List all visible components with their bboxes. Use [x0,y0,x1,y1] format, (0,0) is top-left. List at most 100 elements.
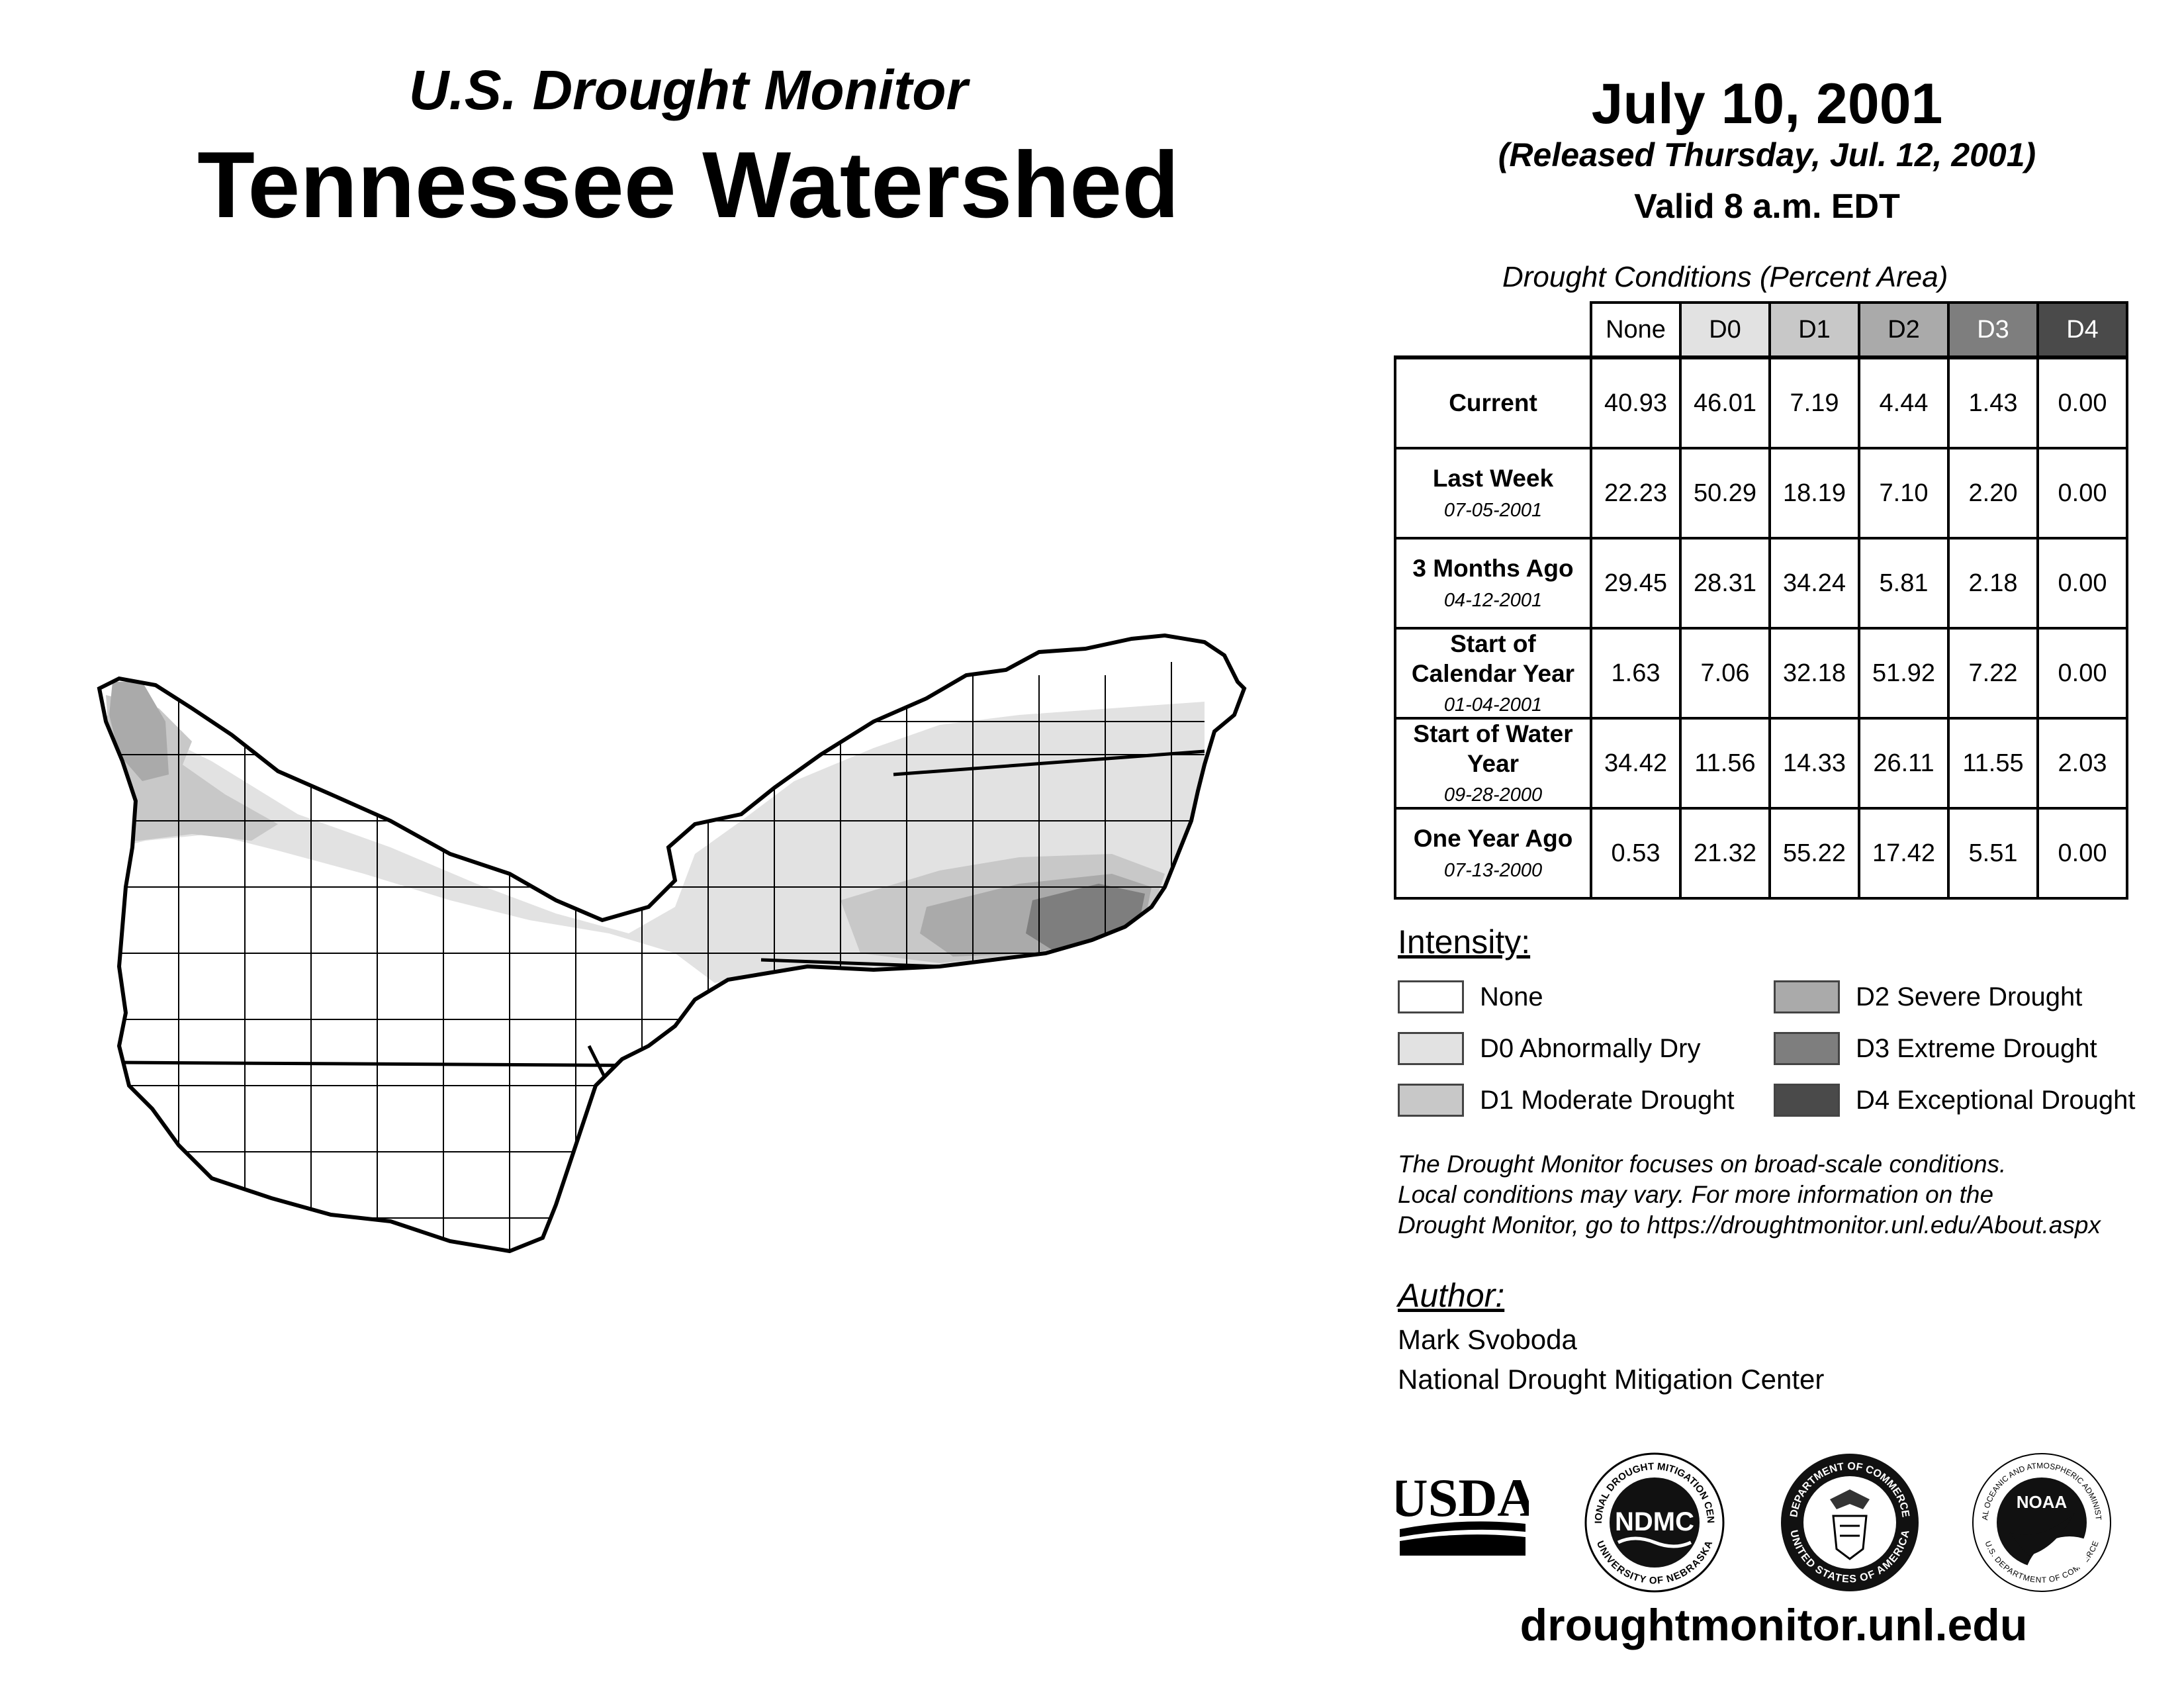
basin-outline [97,633,1247,1254]
table-caption: Drought Conditions (Percent Area) [1502,261,1948,293]
website-url[interactable]: droughtmonitor.unl.edu [1520,1600,2028,1650]
watershed-map [97,633,1247,1254]
legend-label-d4: D4 Exceptional Drought [1856,1085,2136,1115]
noaa-logo: NATIONAL OCEANIC AND ATMOSPHERIC ADMINIS… [1969,1450,2111,1592]
legend-item-d0: D0 Abnormally Dry [1398,1030,1700,1067]
table-cell: 0.00 [2036,807,2128,900]
row-label: One Year Ago [1413,825,1573,853]
col-d0: D0 [1679,301,1771,359]
table-cell: 29.45 [1590,537,1682,630]
author-label: Author: [1398,1277,1505,1314]
table-cell: 34.24 [1768,537,1860,630]
table-cell: 2.20 [1947,447,2039,539]
table-cell: 11.56 [1679,717,1771,810]
row-date: 04-12-2001 [1443,589,1543,611]
table-cell: 0.00 [2036,627,2128,720]
row-label: Start of Calendar Year [1411,630,1575,687]
legend-item-d3: D3 Extreme Drought [1774,1030,2097,1067]
legend-item-none: None [1398,978,1543,1015]
note-line-3: Drought Monitor, go to https://droughtmo… [1398,1211,2101,1239]
legend-swatch-d1 [1398,1084,1464,1117]
table-row: Start of Water Year 09-28-2000 34.42 11.56 1… [1394,717,2128,810]
row-header: One Year Ago 07-13-2000 [1394,807,1592,900]
table-cell: 32.18 [1768,627,1860,720]
table-cell: 5.51 [1947,807,2039,900]
author-organization: National Drought Mitigation Center [1398,1364,1825,1395]
table-cell: 5.81 [1858,537,1950,630]
map-title: Tennessee Watershed [197,132,1179,238]
table-cell: 22.23 [1590,447,1682,539]
table-row: Last Week 07-05-2001 22.23 50.29 18.19 7.10 2.… [1394,447,2128,539]
legend-swatch-d2 [1774,980,1840,1013]
table-cell: 46.01 [1679,355,1771,449]
table-cell: 2.03 [2036,717,2128,810]
table-cell: 17.42 [1858,807,1950,900]
gull-icon [2009,1513,2075,1556]
table-cell: 51.92 [1858,627,1950,720]
usda-logo-text: USDA [1396,1468,1529,1528]
row-label: Current [1449,389,1537,416]
department-of-commerce-seal: DEPARTMENT OF COMMERCE UNITED STATES OF … [1781,1454,1919,1591]
table-body: Current 40.93 46.01 7.19 4.44 1.43 0.00 Last We… [1394,355,2128,900]
col-d3: D3 [1947,301,2039,359]
table-cell: 21.32 [1679,807,1771,900]
legend-label-none: None [1480,982,1543,1011]
legend-label-d0: D0 Abnormally Dry [1480,1033,1701,1063]
table-row: Current 40.93 46.01 7.19 4.44 1.43 0.00 [1394,355,2128,449]
table-cell: 1.43 [1947,355,2039,449]
usda-logo: USDA [1396,1468,1529,1556]
ndmc-logo-text: NDMC [1615,1507,1694,1536]
table-cell: 14.33 [1768,717,1860,810]
noaa-logo-text: NOAA [2017,1492,2068,1512]
row-date: 01-04-2001 [1443,694,1543,716]
row-label: Last Week [1432,465,1554,492]
table-cell: 0.53 [1590,807,1682,900]
legend-swatch-d0 [1398,1032,1464,1065]
legend-label-d2: D2 Severe Drought [1856,982,2083,1011]
row-date: 09-28-2000 [1443,784,1543,806]
table-cell: 0.00 [2036,355,2128,449]
legend-item-d4: D4 Exceptional Drought [1774,1082,2135,1119]
row-header: Last Week 07-05-2001 [1394,447,1592,539]
table-cell: 34.42 [1590,717,1682,810]
table-cell: 4.44 [1858,355,1950,449]
d2-area-northwest [109,682,169,781]
table-cell: 0.00 [2036,447,2128,539]
legend-swatch-none [1398,980,1464,1013]
table-cell: 2.18 [1947,537,2039,630]
row-label: 3 Months Ago [1412,555,1574,583]
table-cell: 26.11 [1858,717,1950,810]
valid-date: July 10, 2001 [1591,72,1943,136]
legend-item-d2: D2 Severe Drought [1774,978,2082,1015]
table-row: One Year Ago 07-13-2000 0.53 21.32 55.22 17.4… [1394,807,2128,900]
table-row: Start of Calendar Year 01-04-2001 1.63 7.06… [1394,627,2128,720]
table-corner [1395,303,1591,357]
col-d4: D4 [2036,301,2128,359]
row-date: 07-05-2001 [1443,499,1543,521]
row-date: 07-13-2000 [1443,859,1543,881]
note-line-1: The Drought Monitor focuses on broad-sca… [1398,1150,2007,1178]
drought-conditions-table: None D0 D1 D2 D3 D4 Current 40.93 46.01 7.1… [1394,301,2128,900]
col-d2: D2 [1858,301,1950,359]
table-cell: 7.06 [1679,627,1771,720]
valid-time: Valid 8 a.m. EDT [1634,187,1900,226]
disclaimer-note: The Drought Monitor focuses on broad-sca… [1398,1149,2159,1241]
table-cell: 7.19 [1768,355,1860,449]
row-label: Start of Water Year [1413,720,1573,777]
release-date: (Released Thursday, Jul. 12, 2001) [1498,136,2036,173]
author-name: Mark Svoboda [1398,1324,1577,1355]
product-subtitle: U.S. Drought Monitor [408,59,968,121]
row-header: Start of Calendar Year 01-04-2001 [1394,627,1592,720]
legend-swatch-d3 [1774,1032,1840,1065]
table-cell: 7.22 [1947,627,2039,720]
legend-label-d1: D1 Moderate Drought [1480,1085,1735,1115]
table-cell: 11.55 [1947,717,2039,810]
table-cell: 40.93 [1590,355,1682,449]
eagle-icon [1830,1489,1870,1509]
col-d1: D1 [1768,301,1860,359]
ndmc-logo: NATIONAL DROUGHT MITIGATION CENTER UNIVE… [1582,1450,1725,1593]
table-cell: 0.00 [2036,537,2128,630]
legend-swatch-d4 [1774,1084,1840,1117]
row-header: Current [1394,355,1592,449]
table-cell: 18.19 [1768,447,1860,539]
